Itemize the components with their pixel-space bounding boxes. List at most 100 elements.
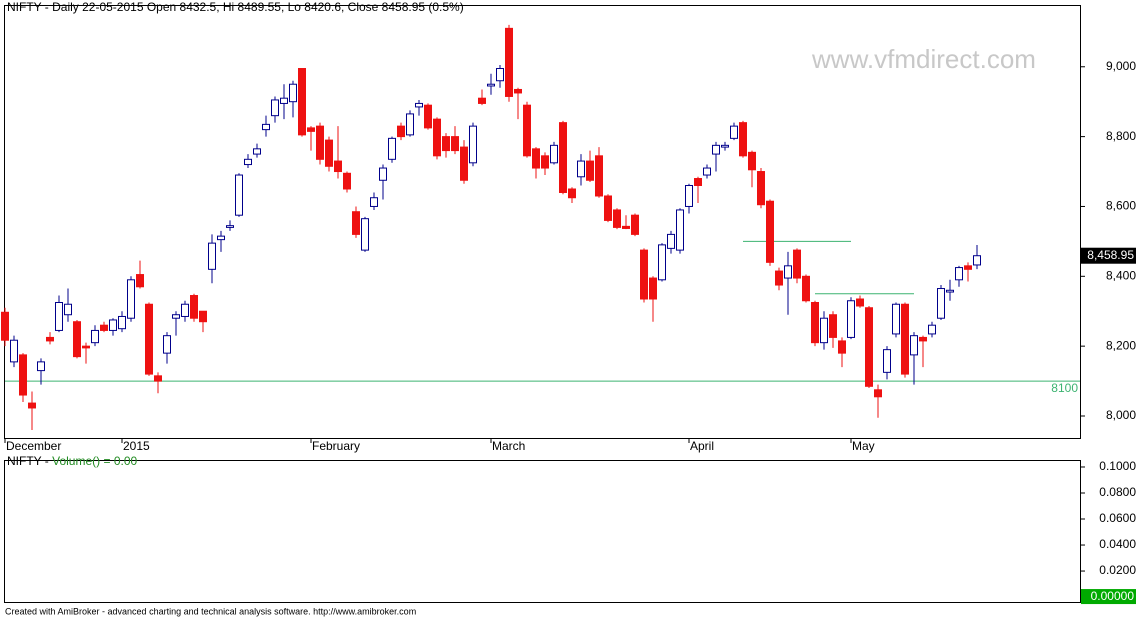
candle-body (964, 265, 972, 270)
y-tick-label: 9,000 (1106, 59, 1136, 73)
x-tick-label: December (6, 439, 61, 453)
x-tick-label: May (852, 439, 875, 453)
candle-body (757, 171, 765, 206)
x-tick-label: 2015 (123, 439, 150, 453)
candle-body (271, 99, 279, 117)
last-price-box (1081, 247, 1136, 264)
candle-body (55, 301, 63, 331)
candle-body (217, 235, 225, 241)
candle-body (82, 345, 90, 349)
candle-body (640, 249, 648, 300)
candle-body (829, 314, 837, 338)
candle-body (541, 155, 549, 169)
candle-body (109, 319, 117, 331)
candle-body (937, 288, 945, 319)
candle-body (289, 83, 297, 103)
candle-body (622, 225, 630, 229)
candle-body (190, 295, 198, 319)
candle-body (199, 310, 207, 323)
x-tick-label: March (492, 439, 525, 453)
candle-body (658, 244, 666, 281)
candle-body (334, 160, 342, 173)
candle-body (892, 303, 900, 335)
candle-body (73, 321, 81, 358)
candle-body (397, 125, 405, 138)
candle-body (694, 178, 702, 187)
candle-body (766, 200, 774, 263)
candle-body (514, 88, 522, 94)
candle-body (1, 311, 9, 341)
candle-body (379, 167, 387, 181)
candle-body (10, 339, 18, 363)
symbol: NIFTY - (7, 454, 49, 468)
candle-body (712, 144, 720, 155)
y-tick-label: 0.1000 (1099, 459, 1136, 473)
candle-body (172, 314, 180, 319)
candle-body (469, 125, 477, 164)
indicator: Volume() = 0.00 (52, 454, 137, 468)
candle-body (280, 97, 288, 104)
candle-body (352, 211, 360, 235)
candle-body (163, 335, 171, 354)
candle-body (316, 125, 324, 160)
candle-body (955, 267, 963, 281)
candle-body (523, 104, 531, 157)
candle-body (451, 136, 459, 152)
candle-body (649, 277, 657, 300)
candle-body (667, 233, 675, 249)
y-tick-label: 0.0800 (1099, 485, 1136, 499)
candle-body (748, 151, 756, 171)
candle-body (883, 349, 891, 373)
candle-body (946, 289, 954, 293)
candle-body (37, 361, 45, 372)
candle-body (802, 275, 810, 302)
candle-body (550, 144, 558, 164)
candle-body (586, 160, 594, 181)
candle-body (181, 303, 189, 317)
candle-body (730, 125, 738, 139)
candle-body (325, 139, 333, 167)
x-tick-label: April (690, 439, 714, 453)
candle-body (100, 324, 108, 331)
candle-body (604, 195, 612, 221)
candle-body (784, 265, 792, 279)
candle-body (127, 279, 135, 319)
candle-body (775, 270, 783, 286)
candle-body (811, 301, 819, 344)
candle-body (28, 402, 36, 409)
candle-body (478, 97, 486, 104)
candle-body (532, 148, 540, 169)
last-value-box (1081, 589, 1136, 605)
candle-body (919, 336, 927, 342)
candle-body (64, 303, 72, 316)
footer: Created with AmiBroker - advanced charti… (5, 606, 416, 616)
candle-body (460, 146, 468, 181)
candle-body (487, 83, 495, 87)
candle-body (856, 298, 864, 307)
y-tick-label: 8,000 (1106, 408, 1136, 422)
candle-body (865, 307, 873, 387)
candle-body (568, 188, 576, 199)
candle-body (442, 136, 450, 152)
candle-body (343, 172, 351, 190)
candle-body (370, 197, 378, 207)
candle-body (973, 255, 981, 266)
candle-body (739, 122, 747, 157)
y-tick-label: 0.0200 (1099, 563, 1136, 577)
candle-body (721, 144, 729, 148)
volume-pane (4, 460, 1081, 603)
candle-body (415, 102, 423, 108)
candle-body (685, 185, 693, 207)
candle-body (208, 242, 216, 270)
last-price-label: 8,458.95 (1087, 248, 1134, 262)
candle-body (433, 118, 441, 157)
candle-body (631, 214, 639, 235)
candle-body (388, 137, 396, 160)
candle-body (244, 158, 252, 166)
candle-body (793, 249, 801, 279)
chart-title: NIFTY - Daily 22-05-2015 Open 8432.5, Hi… (7, 0, 464, 14)
candle-body (406, 113, 414, 136)
watermark: www.vfmdirect.com (811, 44, 1036, 74)
candle-body (307, 127, 315, 132)
candle-body (262, 123, 270, 131)
